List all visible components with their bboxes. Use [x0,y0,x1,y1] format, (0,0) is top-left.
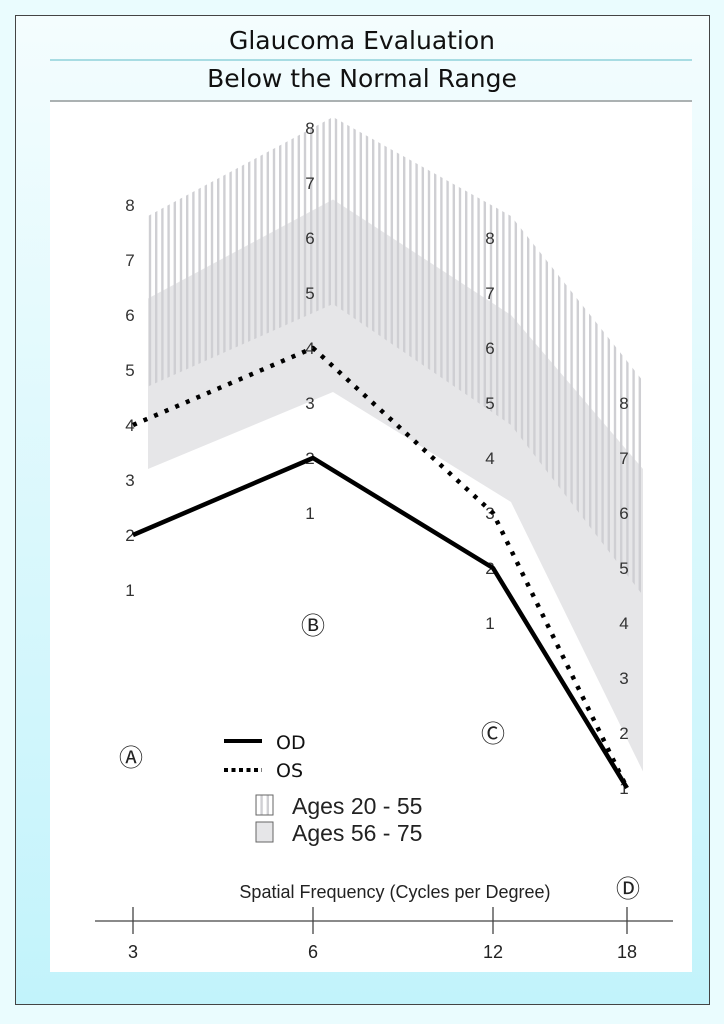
scale-tick-label: 8 [125,196,134,215]
scale-tick-label: 1 [485,614,494,633]
scale-tick-label: 6 [619,504,628,523]
scale-tick-label: 1 [125,581,134,600]
x-tick-label: 6 [308,942,318,962]
scale-tick-label: 2 [619,724,628,743]
x-tick-label: 3 [128,942,138,962]
scale-tick-label: 3 [485,504,494,523]
scale-tick-label: 7 [619,449,628,468]
scale-tick-label: 4 [619,614,628,633]
scale-tick-label: 8 [619,394,628,413]
scale-tick-label: 7 [125,251,134,270]
scale-tick-label: 1 [305,504,314,523]
scale-tick-label: 4 [305,339,314,358]
legend-od-label: OD [276,732,306,754]
legend-ages-56-75-swatch [255,821,274,843]
scale-tick-label: 4 [125,416,134,435]
scale-tick-label: 8 [305,119,314,138]
scale-tick-label: 7 [485,284,494,303]
scale-tick-label: 4 [485,449,494,468]
legend-os-label: OS [276,760,303,782]
x-tick-label: 18 [617,942,637,962]
column-marker: Ⓒ [481,720,505,748]
chart-subtitle: Below the Normal Range [207,64,517,93]
legend-ages-20-55-label: Ages 20 - 55 [292,793,422,819]
scale-tick-label: 5 [125,361,134,380]
scale-tick-label: 5 [619,559,628,578]
scale-tick-label: 8 [485,229,494,248]
column-marker: Ⓓ [616,875,640,903]
x-tick-label: 12 [483,942,503,962]
x-axis-label: Spatial Frequency (Cycles per Degree) [239,882,550,902]
scale-tick-label: 3 [125,471,134,490]
scale-tick-label: 6 [305,229,314,248]
legend-ages-20-55-swatch [255,794,274,816]
scale-tick-label: 3 [619,669,628,688]
legend: OD OS Ages 20 - 55 Ages 56 - 75 [224,732,422,846]
column-marker: Ⓐ [119,744,143,772]
legend-ages-56-75-label: Ages 56 - 75 [292,820,422,846]
scale-tick-label: 2 [125,526,134,545]
scale-tick-label: 1 [619,779,628,798]
scale-tick-label: 6 [485,339,494,358]
series-line-od [132,455,629,790]
column-marker: Ⓑ [301,612,325,640]
scale-tick-label: 5 [485,394,494,413]
band-ages-20-55 [148,117,643,596]
scale-tick-label: 6 [125,306,134,325]
scale-tick-label: 5 [305,284,314,303]
scale-tick-label: 3 [305,394,314,413]
scale-tick-label: 7 [305,174,314,193]
chart-title: Glaucoma Evaluation [229,26,495,55]
